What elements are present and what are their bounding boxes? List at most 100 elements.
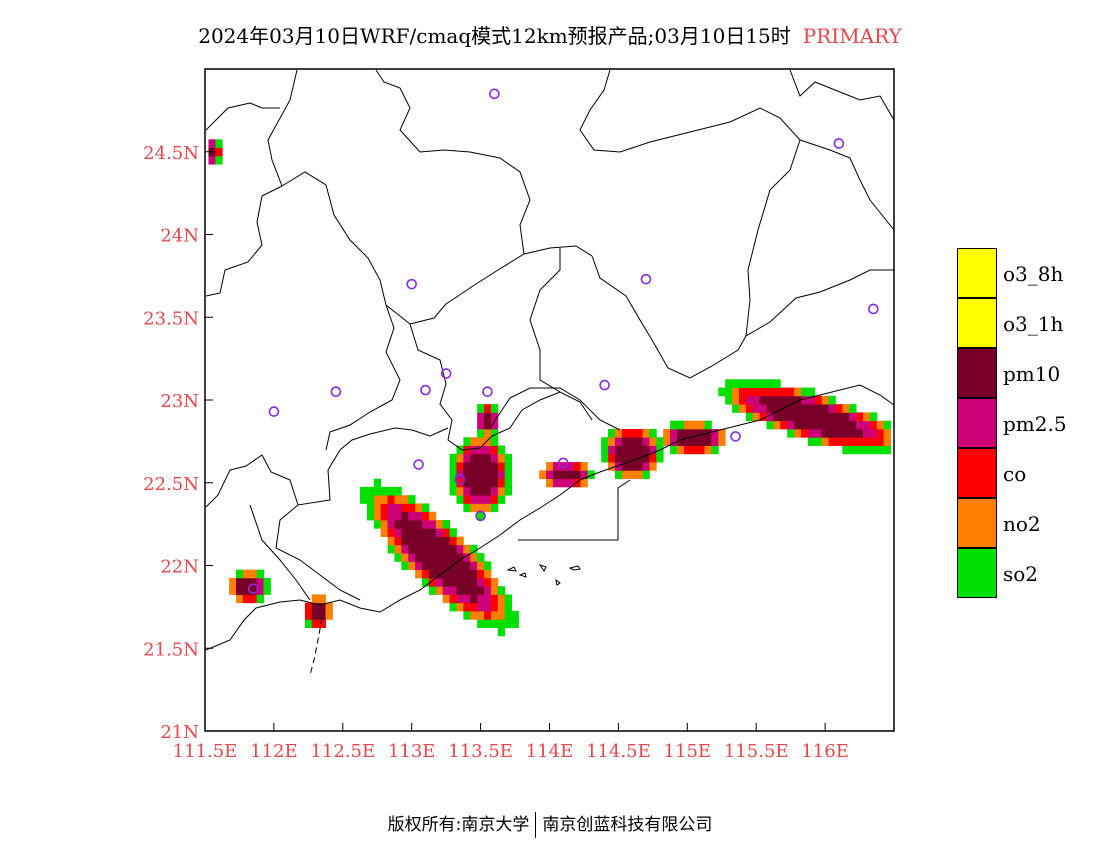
grid-cell (470, 445, 478, 455)
grid-cell (566, 478, 575, 488)
legend-label: pm10 (1003, 362, 1061, 386)
grid-cell (828, 412, 836, 422)
grid-cell (387, 519, 395, 529)
grid-cell (504, 611, 513, 620)
x-tick-label: 115E (664, 741, 712, 762)
grid-cell (573, 478, 581, 488)
grid-cell (663, 437, 671, 446)
grid-cell (869, 420, 878, 430)
grid-cell (497, 470, 506, 480)
grid-cell (752, 404, 761, 413)
grid-cell (504, 470, 513, 480)
grid-cell (587, 470, 595, 480)
grid-cell (614, 428, 623, 438)
grid-cell (614, 437, 623, 446)
grid-cell (249, 586, 258, 595)
grid-cell (449, 462, 457, 471)
grid-cell (869, 445, 878, 455)
grid-cell (869, 428, 878, 438)
grid-cell (504, 602, 513, 612)
grid-cell (442, 586, 450, 595)
grid-cell (477, 486, 485, 496)
grid-cell (456, 486, 464, 496)
grid-cell (490, 478, 499, 488)
legend-label: o3_1h (1003, 312, 1064, 336)
grid-cell (442, 536, 450, 546)
grid-cell (387, 528, 395, 537)
grid-cell (628, 428, 637, 438)
grid-cell (883, 420, 891, 430)
boundary-heyuan (529, 248, 561, 393)
grid-cell (484, 412, 492, 422)
grid-cell (862, 412, 871, 422)
grid-cell (387, 495, 395, 504)
grid-cell (449, 586, 457, 595)
grid-cell (670, 437, 678, 446)
grid-cell (394, 528, 402, 537)
grid-cell (697, 420, 705, 430)
grid-cell (415, 544, 423, 554)
monitoring-stations (247, 88, 879, 594)
grid-cell (718, 437, 726, 446)
grid-cell (477, 511, 485, 521)
grid-cell (628, 462, 637, 471)
footer-left: 版权所有:南京大学 (387, 815, 530, 835)
grid-cell (794, 387, 802, 397)
grid-cell (442, 561, 450, 571)
grid-cell (546, 462, 554, 471)
grid-cell (690, 420, 699, 430)
grid-cell (484, 561, 492, 571)
grid-cell (463, 462, 471, 471)
grid-cell (642, 462, 650, 471)
grid-cell (642, 428, 650, 438)
grid-cell (670, 428, 678, 438)
grid-cell (656, 453, 664, 463)
grid-cell (311, 602, 320, 612)
grid-cell (373, 511, 382, 521)
grid-cell (449, 486, 457, 496)
grid-cell (766, 379, 774, 388)
grid-cell (814, 395, 823, 405)
grid-cell (477, 503, 485, 513)
grid-cell (449, 602, 457, 612)
grid-cell (470, 569, 478, 579)
grid-cell (442, 594, 450, 604)
boundary-huizhou (591, 255, 894, 379)
grid-cell (401, 553, 409, 562)
grid-cell (442, 519, 450, 529)
grid-cell (415, 569, 423, 579)
grid-cell (408, 519, 416, 529)
grid-cell (676, 420, 685, 430)
grid-cell (642, 470, 650, 480)
grid-cell (490, 503, 499, 513)
grid-cell (490, 594, 499, 604)
grid-cell (883, 445, 891, 455)
grid-cell (649, 428, 657, 438)
grid-cell (449, 478, 457, 488)
grid-cell (236, 586, 244, 595)
grid-cell (842, 428, 850, 438)
grid-cell (415, 561, 423, 571)
grid-cell (401, 495, 409, 504)
grid-cell (463, 577, 471, 587)
grid-cell (787, 387, 795, 397)
grid-cell (649, 437, 657, 446)
grid-cell (484, 577, 492, 587)
grid-cell (242, 586, 251, 595)
grid-cell (800, 428, 809, 438)
grid-cell (566, 462, 575, 471)
grid-cell (635, 445, 643, 455)
grid-cell (759, 387, 767, 397)
grid-cell (676, 445, 685, 455)
grid-cell (628, 445, 637, 455)
grid-cell (422, 511, 430, 521)
grid-cell (635, 470, 643, 480)
grid-cell (738, 404, 747, 413)
grid-cell (249, 577, 258, 587)
station-marker (730, 431, 741, 442)
grid-cell (470, 594, 478, 604)
grid-cell (318, 602, 326, 612)
grid-cell (814, 428, 823, 438)
grid-cell (477, 428, 485, 438)
